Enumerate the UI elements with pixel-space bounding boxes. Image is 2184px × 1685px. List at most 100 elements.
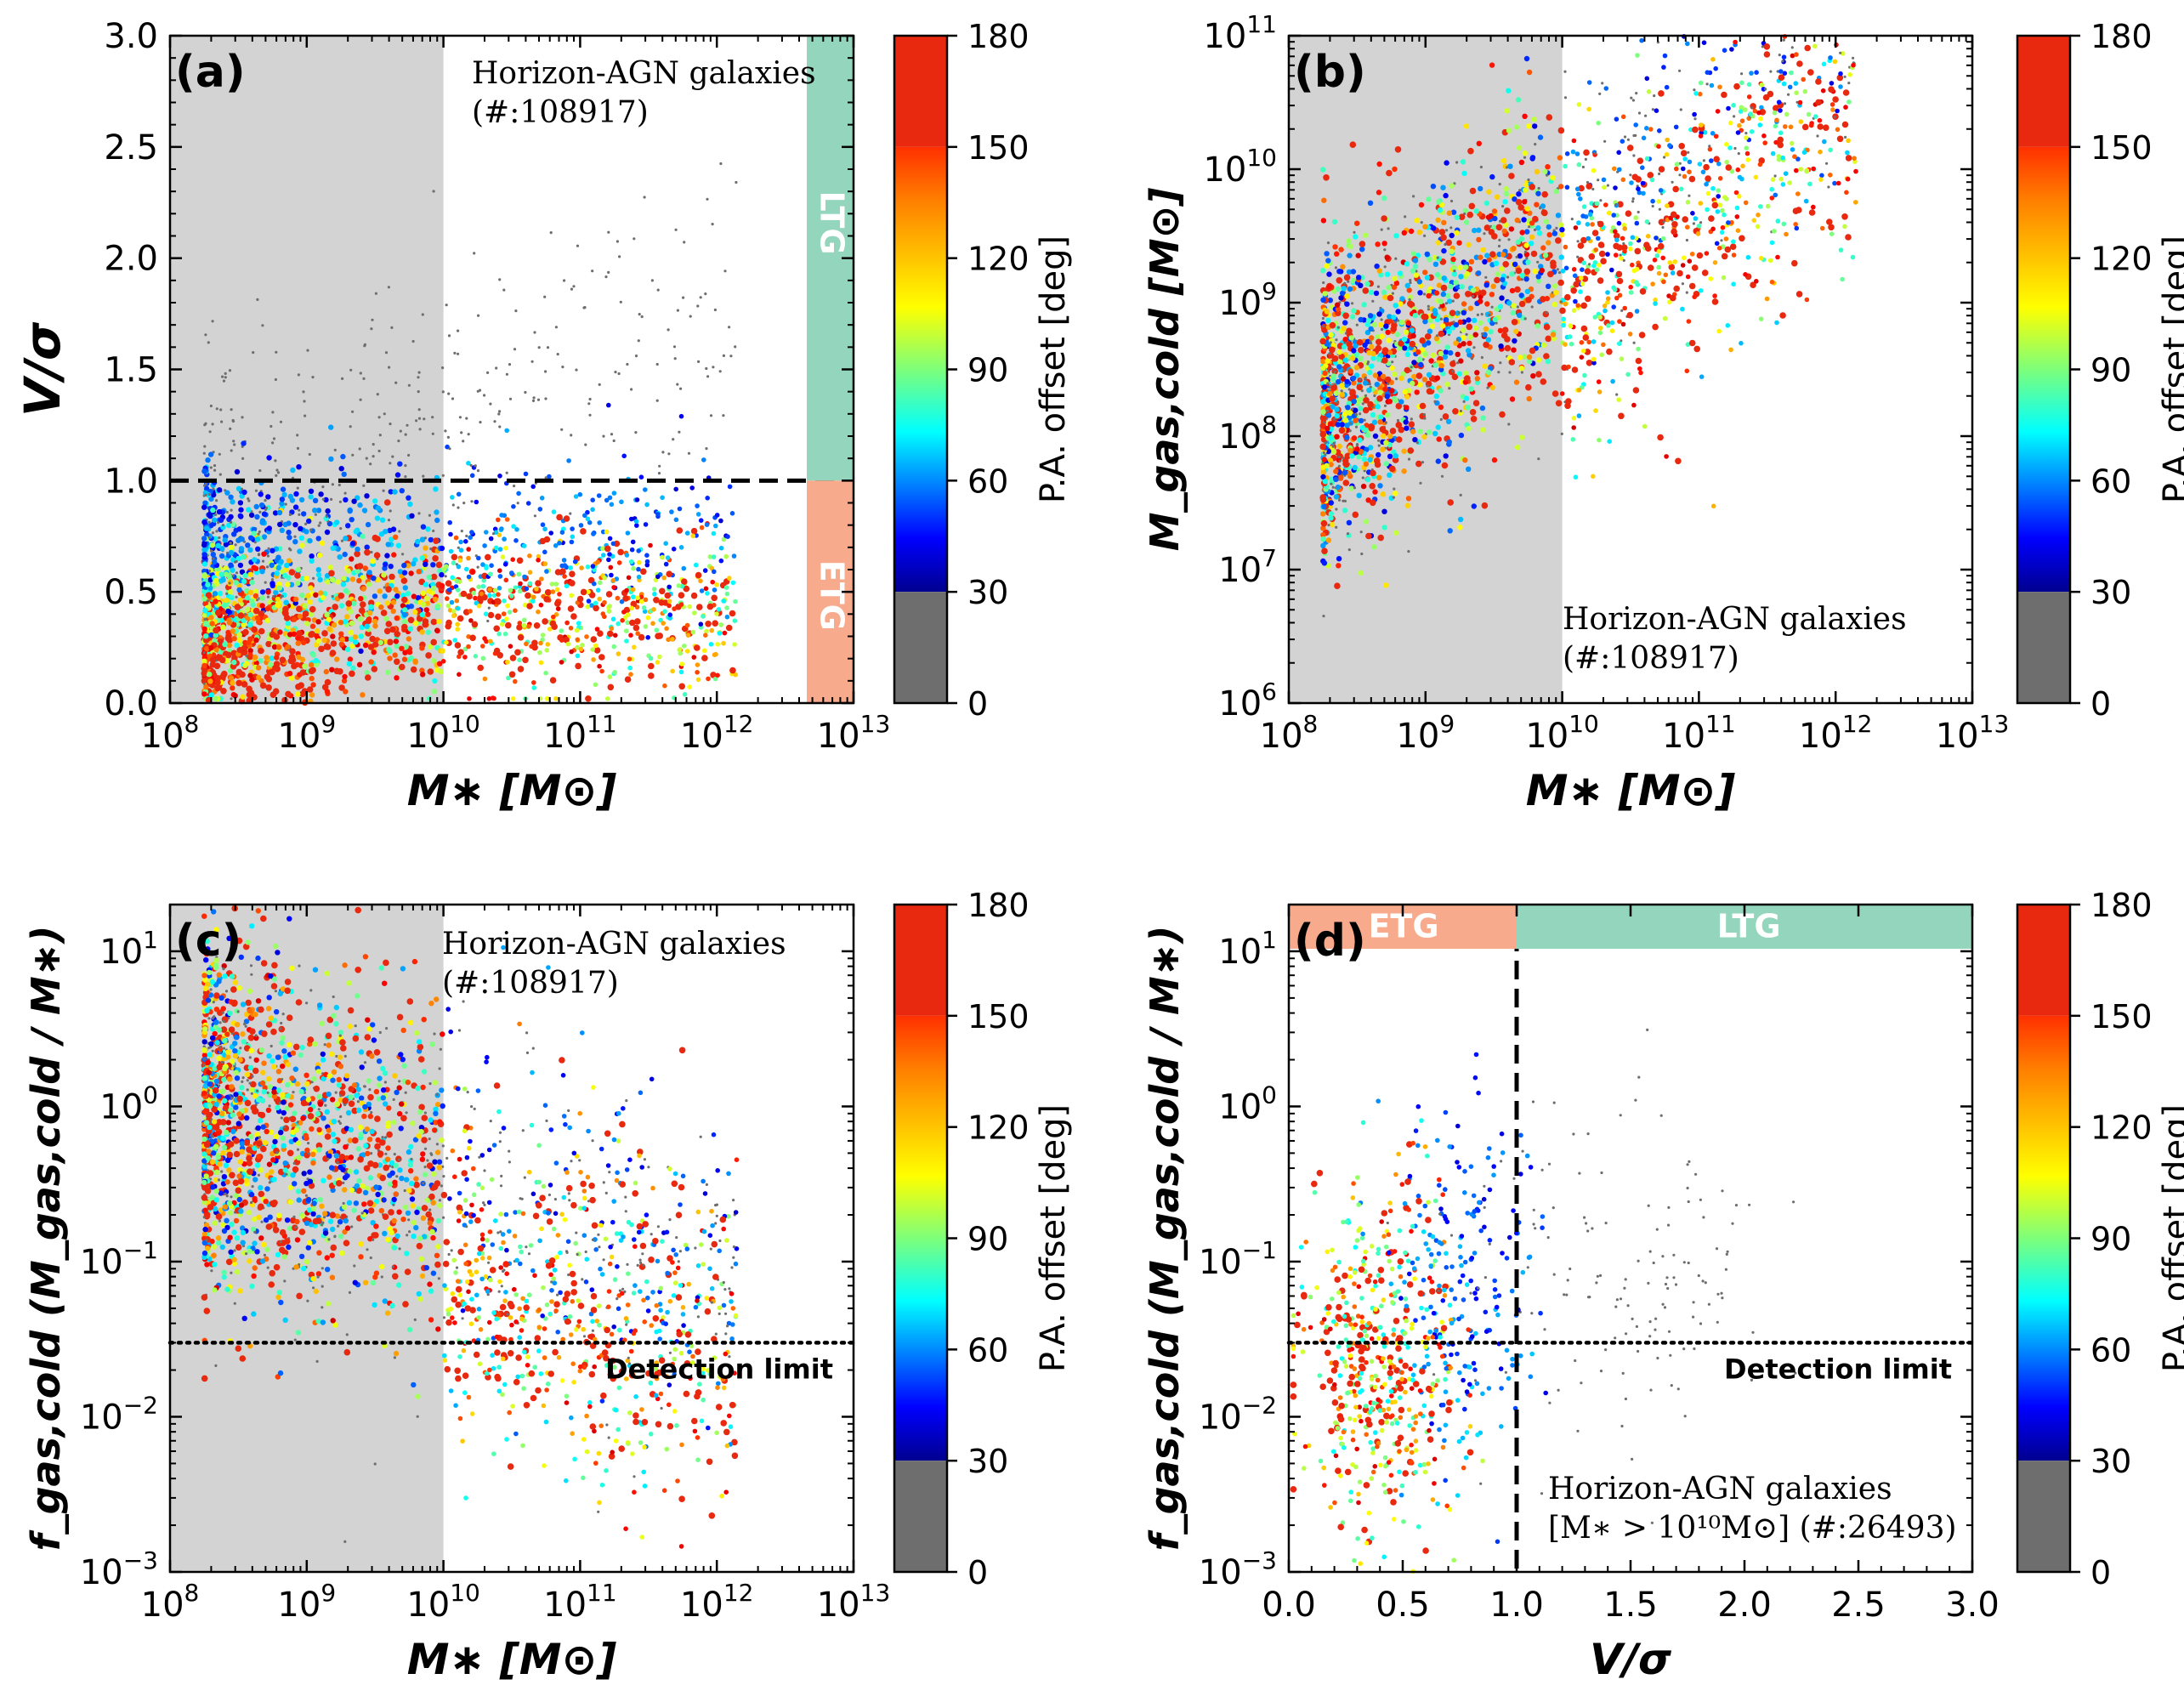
data-point xyxy=(1449,248,1455,254)
data-point xyxy=(1708,276,1714,281)
data-point xyxy=(447,519,452,525)
data-point xyxy=(621,610,627,615)
data-point xyxy=(1469,409,1477,416)
colorbar-label: P.A. offset [deg] xyxy=(1034,235,1073,503)
data-point xyxy=(207,520,211,525)
data-point xyxy=(1331,485,1335,489)
data-point xyxy=(1506,300,1512,306)
data-point xyxy=(678,602,684,607)
data-point xyxy=(1392,372,1398,377)
data-point xyxy=(286,671,293,677)
data-point xyxy=(657,654,662,660)
data-point xyxy=(685,633,691,638)
data-point xyxy=(312,497,319,503)
data-point xyxy=(238,546,245,552)
data-point xyxy=(1645,234,1651,239)
data-point xyxy=(1822,139,1827,145)
data-point xyxy=(304,598,308,601)
data-point xyxy=(672,606,677,611)
data-point xyxy=(207,512,213,518)
data-point xyxy=(434,604,440,610)
data-point xyxy=(527,581,533,587)
data-point xyxy=(1576,220,1581,225)
data-point xyxy=(280,486,286,492)
data-point xyxy=(1531,116,1537,122)
data-point xyxy=(479,591,485,597)
data-point xyxy=(345,646,351,653)
data-point xyxy=(1571,425,1576,430)
data-point xyxy=(231,531,237,537)
data-point xyxy=(725,624,733,632)
data-point xyxy=(1781,81,1787,87)
data-point xyxy=(683,241,686,244)
data-point xyxy=(727,576,732,581)
data-point xyxy=(394,643,400,650)
data-point xyxy=(423,417,426,421)
data-point xyxy=(596,493,602,498)
data-point xyxy=(412,658,418,664)
data-point xyxy=(1347,243,1353,249)
data-point xyxy=(1630,262,1635,268)
data-point xyxy=(230,685,235,691)
data-point xyxy=(1639,288,1647,295)
data-point xyxy=(1486,189,1492,195)
data-point xyxy=(1662,315,1668,321)
data-point xyxy=(207,653,213,659)
data-point xyxy=(1525,297,1532,304)
data-point xyxy=(1692,111,1697,117)
data-point xyxy=(272,437,276,440)
data-point xyxy=(1665,137,1670,143)
data-point xyxy=(626,362,629,366)
data-point xyxy=(235,537,241,543)
data-point xyxy=(1652,323,1659,331)
data-point xyxy=(631,565,636,571)
data-point xyxy=(580,588,587,596)
data-point xyxy=(365,521,372,528)
data-point xyxy=(302,390,305,394)
data-point xyxy=(287,493,293,500)
data-point xyxy=(237,597,243,604)
data-point xyxy=(1360,483,1367,490)
data-point xyxy=(1371,544,1377,550)
data-point xyxy=(417,390,420,394)
data-point xyxy=(1676,269,1683,277)
data-point xyxy=(1563,163,1568,169)
data-point xyxy=(399,645,405,651)
data-point xyxy=(1518,292,1524,298)
data-point xyxy=(444,564,449,569)
data-point xyxy=(690,527,698,535)
data-point xyxy=(238,507,244,513)
data-point xyxy=(1671,228,1677,235)
data-point xyxy=(1516,191,1522,197)
data-point xyxy=(220,624,226,631)
data-point xyxy=(497,474,502,479)
data-point xyxy=(285,582,291,587)
data-point xyxy=(724,614,730,620)
data-point xyxy=(570,534,576,540)
data-point xyxy=(619,599,625,604)
data-point xyxy=(1680,306,1685,312)
data-point xyxy=(637,559,642,565)
data-point xyxy=(661,451,665,454)
data-point xyxy=(1489,384,1495,391)
data-point xyxy=(206,599,209,603)
data-point xyxy=(1513,124,1520,130)
data-point xyxy=(1807,181,1812,187)
data-point xyxy=(1527,178,1530,182)
data-point xyxy=(338,500,342,503)
data-point xyxy=(732,618,738,623)
data-point xyxy=(209,621,215,627)
data-point xyxy=(606,609,612,614)
data-point xyxy=(1597,263,1602,268)
data-point xyxy=(1376,161,1382,167)
data-point xyxy=(1846,138,1851,144)
data-point xyxy=(358,648,364,655)
data-point xyxy=(516,624,523,631)
data-point xyxy=(1380,228,1383,231)
data-point xyxy=(713,651,718,657)
data-point xyxy=(302,663,308,669)
data-point xyxy=(327,565,334,570)
data-point xyxy=(1546,283,1551,289)
data-point xyxy=(1343,274,1351,281)
data-point xyxy=(364,670,370,676)
